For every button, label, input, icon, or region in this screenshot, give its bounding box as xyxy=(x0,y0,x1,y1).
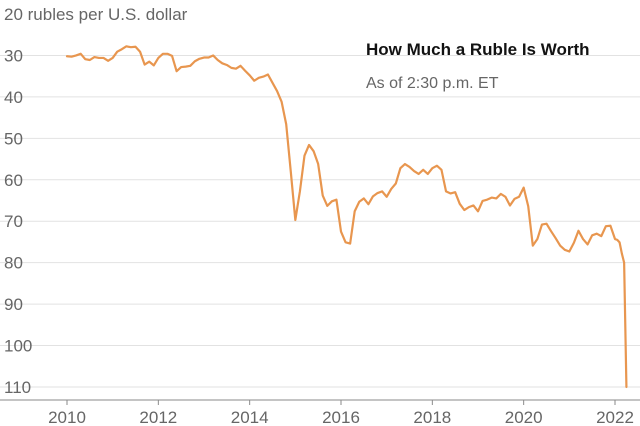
x-tick-label: 2012 xyxy=(139,408,177,426)
y-tick-label: 30 xyxy=(4,46,23,65)
y-tick-label: 80 xyxy=(4,254,23,273)
x-tick-label: 2022 xyxy=(596,408,634,426)
y-axis-ticks: 20 rubles per U.S. dollar 30 40 50 60 70 80 90 1… xyxy=(4,5,188,397)
x-tick-label: 2018 xyxy=(413,408,451,426)
y-tick-label: 20 rubles per U.S. dollar xyxy=(4,5,188,24)
x-tick-label: 2020 xyxy=(505,408,543,426)
y-tick-label: 90 xyxy=(4,295,23,314)
x-tick-label: 2016 xyxy=(322,408,360,426)
x-tick-label: 2010 xyxy=(48,408,86,426)
y-tick-label: 60 xyxy=(4,171,23,190)
y-tick-label: 100 xyxy=(4,337,32,356)
y-tick-label: 70 xyxy=(4,212,23,231)
y-tick-label: 40 xyxy=(4,88,23,107)
y-tick-label: 110 xyxy=(4,378,31,397)
y-tick-label: 50 xyxy=(4,129,23,148)
x-axis-ticks: 2010 2012 2014 2016 2018 2020 2022 xyxy=(48,400,634,426)
gridlines xyxy=(0,54,640,388)
x-tick-label: 2014 xyxy=(231,408,269,426)
series-layer xyxy=(65,45,628,389)
chart-title: How Much a Ruble Is Worth xyxy=(366,40,590,59)
series-line-ruble xyxy=(65,45,628,389)
chart-subtitle: As of 2:30 p.m. ET xyxy=(366,75,499,92)
